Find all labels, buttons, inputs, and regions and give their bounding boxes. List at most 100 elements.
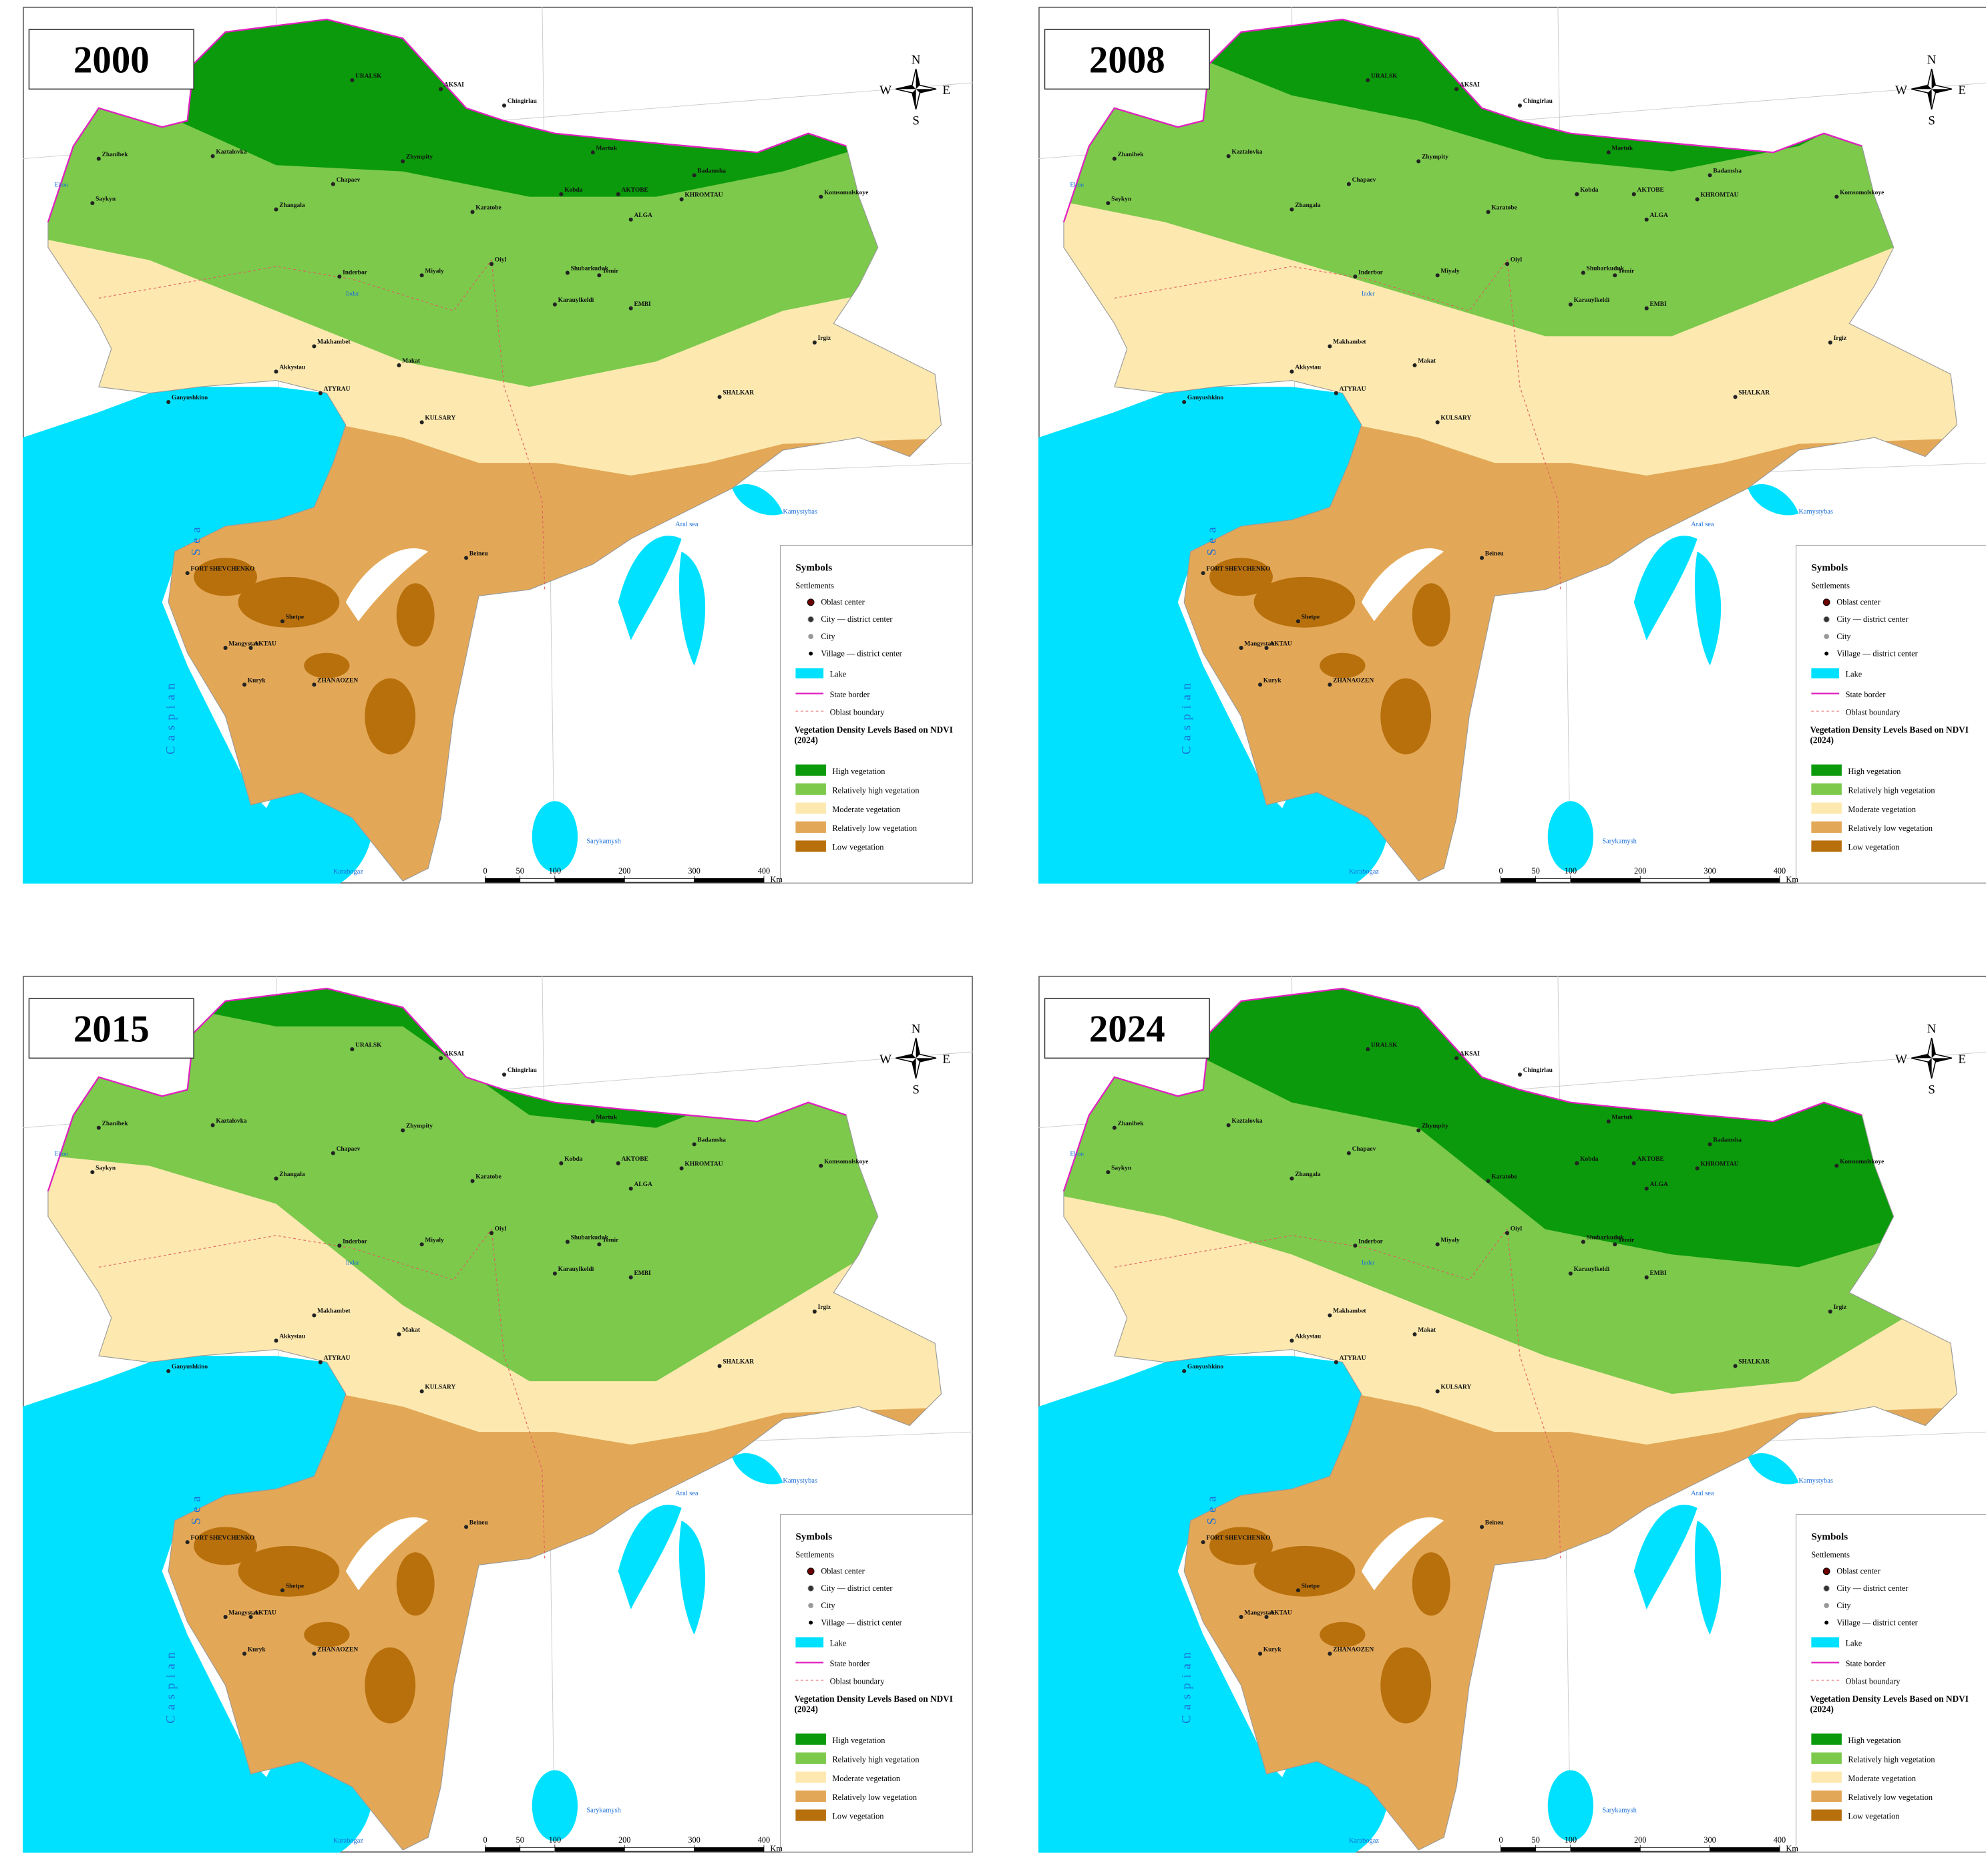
place-label: Karauylkeldi (558, 297, 594, 304)
settlement-marker (1353, 1244, 1358, 1248)
settlement-marker (1366, 78, 1370, 83)
settlement-marker (1644, 217, 1649, 222)
legend-veg-swatch (1811, 802, 1842, 814)
settlement-marker (1289, 1176, 1294, 1181)
settlement-marker (419, 1389, 424, 1394)
place-label: KHROMTAU (684, 192, 723, 199)
place-label: Inderbor (343, 1238, 367, 1245)
place-label: Makat (402, 1327, 421, 1334)
settlement-marker (90, 201, 95, 206)
place-label: Karatobe (1491, 205, 1517, 212)
place-label: Martuk (596, 1114, 618, 1121)
settlement-marker (628, 306, 633, 311)
settlement-marker (717, 395, 722, 399)
scale-segment (554, 1847, 625, 1852)
scale-label: 0 (483, 866, 487, 876)
legend-label: State border (1846, 1659, 1886, 1668)
place-label: Makat (1418, 358, 1436, 365)
compass-w: W (1895, 1053, 1907, 1067)
place-label: Oiyl (495, 256, 507, 263)
low-patch (1253, 576, 1356, 628)
settlement-marker (1644, 1275, 1649, 1280)
settlement-marker (1606, 1119, 1611, 1124)
settlement-marker (397, 1332, 401, 1337)
water-label: Inder (346, 291, 360, 298)
place-label: Mangystau (1244, 1610, 1275, 1616)
settlement-marker (318, 1360, 323, 1364)
settlement-marker (692, 173, 697, 178)
legend-label: Low vegetation (832, 1812, 883, 1821)
scale-label: 100 (1565, 866, 1577, 876)
place-label: Chingirlau (1523, 1067, 1553, 1074)
settlement-marker (464, 556, 469, 560)
settlement-marker (1486, 1179, 1491, 1183)
place-label: Kaztalovka (216, 1118, 247, 1125)
low-patch (194, 558, 258, 596)
place-label: ALGA (1649, 1181, 1668, 1188)
legend-veg-title-box: Vegetation Density Levels Based on NDVI … (794, 725, 953, 746)
settlement-marker (1239, 646, 1243, 650)
legend-veg-swatch (1811, 783, 1842, 795)
legend-label: Low vegetation (1848, 843, 1899, 852)
aral-sea (1633, 484, 1799, 666)
aral-sea (618, 484, 783, 666)
compass-e: E (1958, 1053, 1966, 1067)
settlement-marker (1834, 1163, 1839, 1168)
scale-segment (1570, 1847, 1641, 1852)
settlement-marker (1517, 1072, 1523, 1077)
place-label: Miyaly (1440, 268, 1460, 274)
legend-marker (807, 598, 815, 606)
legend-label: High vegetation (1848, 1736, 1901, 1745)
compass-w: W (879, 1053, 891, 1067)
place-label: Badamsha (1713, 1137, 1742, 1144)
low-patch (1209, 558, 1273, 596)
compass-s: S (1928, 1083, 1935, 1097)
settlement-marker (628, 1186, 633, 1191)
scale-segment (1639, 1847, 1710, 1852)
place-label: AKTAU (1269, 1610, 1292, 1616)
place-label: Kobda (564, 1156, 583, 1163)
legend-label: Oblast boundary (830, 708, 885, 717)
settlement-marker (337, 1244, 342, 1248)
place-label: KULSARY (425, 1384, 455, 1391)
place-label: SHALKAR (723, 1359, 754, 1366)
legend-label: Moderate vegetation (1848, 805, 1916, 814)
oblast-boundary (1114, 258, 1561, 590)
compass: N S E W (1895, 1022, 1966, 1097)
settlement-marker (331, 182, 335, 186)
aral-sea (618, 1453, 783, 1635)
water-label: Sarykamysh (1602, 837, 1637, 845)
settlement-marker (337, 274, 342, 279)
place-label: Kaztalovka (1231, 1118, 1263, 1125)
low-patch (194, 1527, 258, 1565)
sarykamysh (1547, 801, 1594, 872)
low-patch (1320, 1622, 1366, 1648)
settlement-marker (1239, 1615, 1243, 1620)
legend-veg-swatch (1811, 1771, 1842, 1783)
place-label: AKSAI (444, 1051, 464, 1058)
place-label: Zhangala (279, 1171, 305, 1178)
oblast-boundary (98, 1228, 546, 1559)
place-label: EMBI (634, 1270, 651, 1277)
legend-label: Oblast boundary (830, 1677, 885, 1686)
place-label: Kuryk (248, 677, 266, 684)
settlement-marker (166, 1368, 171, 1374)
place-label: Temir (1618, 268, 1634, 274)
salt-flat (1361, 548, 1444, 622)
legend-label: City — district center (821, 1583, 892, 1593)
legend-label: Relatively high vegetation (1848, 1754, 1935, 1764)
legend-veg-swatch (795, 1791, 826, 1803)
settlement-marker (1435, 1389, 1440, 1394)
legend-veg-title-box: Vegetation Density Levels Based on NDVI … (794, 1694, 952, 1714)
compass-e: E (942, 1053, 950, 1067)
compass: N S E W (879, 53, 950, 128)
low-patch (1209, 1527, 1273, 1565)
place-label: Inderbor (343, 269, 367, 276)
place-label: FORT SHEVCHENKO (1206, 1535, 1270, 1541)
legend-veg-title: Vegetation Density Levels Based on NDVI … (794, 725, 953, 746)
settlement-marker (597, 273, 602, 278)
scale-label: 0 (1499, 866, 1503, 876)
settlement-marker (692, 1142, 697, 1147)
place-label: AKSAI (1460, 1051, 1480, 1058)
place-label: Saykyn (1111, 196, 1132, 202)
